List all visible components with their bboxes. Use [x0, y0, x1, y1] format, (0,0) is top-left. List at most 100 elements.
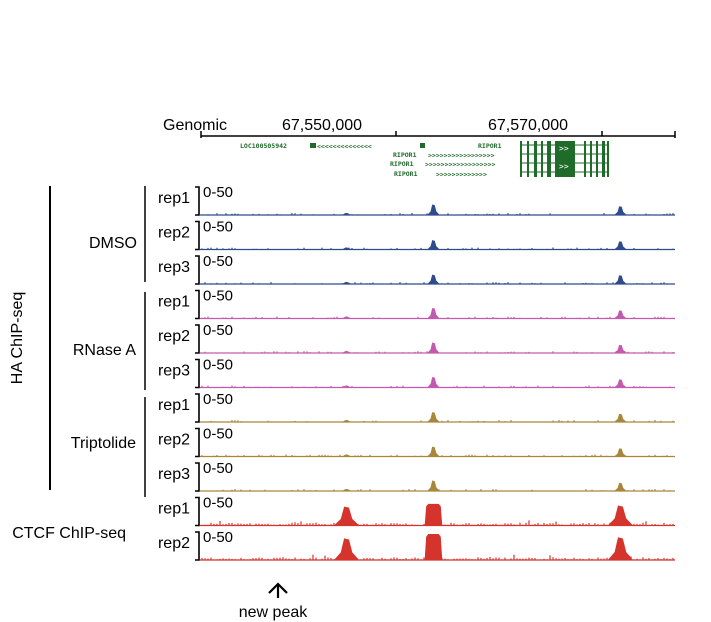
track-scale-label: 0-50	[203, 391, 233, 408]
gene-strand-arrows-ripor-4: >>>>>>>>>>>>>	[436, 171, 487, 179]
track-peak-1	[424, 503, 443, 526]
track-rep-label: rep3	[158, 259, 190, 276]
treatment-label-dmso: DMSO	[89, 235, 137, 252]
genomic-axis: Genomic 67,550,000 67,570,000	[163, 117, 676, 138]
gene-label-loc: LOC100505942	[240, 142, 287, 150]
gene-strand-arrows-ripor-3: >>>>>>>>>>>>>>>>>>	[425, 161, 496, 169]
new-peak-label: new peak	[239, 604, 308, 621]
track-peak-0	[340, 489, 353, 492]
track-peak-0	[340, 420, 353, 423]
track-peak-2	[607, 505, 634, 526]
track-peak-2	[607, 537, 634, 561]
track-peak-2	[613, 241, 627, 250]
track-scale-bracket	[195, 358, 200, 389]
track-scale-label: 0-50	[203, 219, 233, 236]
track-scale-bracket	[195, 393, 200, 423]
track-scale-label: 0-50	[203, 357, 233, 374]
track-rep-label: rep1	[158, 397, 190, 414]
track-peak-2	[613, 206, 627, 216]
track-peak-0	[340, 385, 353, 388]
gene-exon-ripor-a	[520, 141, 522, 177]
gene-exon-ripor-e	[547, 141, 551, 177]
gene-exon-loc-a	[310, 143, 316, 148]
track-peak-1	[424, 533, 443, 561]
track-peak-1	[427, 240, 440, 250]
track-scale-bracket	[195, 427, 200, 458]
gene-exon-ripor-j	[602, 141, 605, 177]
track-9: rep1 0-50	[158, 495, 675, 527]
track-peak-0	[333, 538, 360, 561]
treatment-label-rnase: RNase A	[73, 342, 136, 359]
gene-exon-arrows-a: >>	[559, 144, 569, 153]
gene-strand-arrows-ripor-2: >>>>>>>>>>>>>>>>>	[428, 152, 495, 160]
track-rep-label: rep2	[158, 225, 190, 242]
track-0: rep1 0-50	[158, 184, 675, 216]
track-rep-label: rep1	[158, 501, 190, 518]
track-rep-label: rep3	[158, 363, 190, 380]
track-peak-0	[340, 351, 353, 354]
track-1: rep2 0-50	[158, 219, 675, 251]
track-peak-1	[427, 204, 440, 216]
track-scale-bracket	[195, 462, 200, 492]
track-6: rep1 0-50	[158, 391, 675, 423]
track-scale-bracket	[195, 255, 200, 285]
track-peak-0	[340, 247, 353, 250]
track-peak-0	[333, 506, 360, 526]
track-scale-label: 0-50	[203, 529, 233, 546]
track-rep-label: rep1	[158, 190, 190, 207]
track-background-signal	[207, 213, 674, 215]
gene-strand-arrows-loc: <<<<<<<<<<<<<<	[317, 143, 372, 151]
track-peak-1	[427, 412, 440, 423]
gene-exon-ripor-h	[590, 141, 592, 177]
gene-label-ripor-3: RIPOR1	[390, 160, 414, 168]
track-peak-0	[340, 454, 353, 457]
track-rep-label: rep2	[158, 328, 190, 345]
gene-label-ripor-1: RIPOR1	[478, 142, 502, 150]
track-scale-label: 0-50	[203, 460, 233, 477]
ha-group-label: HA ChIP-seq	[9, 292, 26, 384]
track-rep-label: rep2	[158, 535, 190, 552]
axis-tick-label-2: 67,570,000	[488, 117, 568, 134]
track-peak-2	[613, 413, 627, 423]
track-scale-label: 0-50	[203, 322, 233, 339]
track-scale-label: 0-50	[203, 288, 233, 305]
track-scale-bracket	[195, 289, 200, 320]
axis-tick-label-1: 67,550,000	[282, 117, 362, 134]
track-peak-2	[613, 448, 627, 457]
new-peak-annotation: new peak	[239, 582, 308, 621]
track-scale-bracket	[195, 324, 200, 354]
track-rep-label: rep2	[158, 432, 190, 449]
track-rep-label: rep3	[158, 466, 190, 483]
track-peak-2	[613, 482, 627, 492]
track-scale-label: 0-50	[203, 426, 233, 443]
track-5: rep3 0-50	[158, 357, 675, 389]
track-peak-0	[340, 282, 353, 285]
track-peak-2	[613, 275, 627, 285]
track-scale-label: 0-50	[203, 184, 233, 201]
gene-exon-ripor-g	[584, 141, 586, 177]
track-4: rep2 0-50	[158, 322, 675, 354]
new-peak-arrow-icon	[268, 582, 288, 594]
track-7: rep2 0-50	[158, 426, 675, 458]
gene-label-ripor-4: RIPOR1	[394, 170, 418, 178]
track-scale-bracket	[195, 186, 200, 216]
gene-exon-ripor-k	[607, 141, 609, 177]
group-labels: HA ChIP-seq DMSO RNase A Triptolide CTCF…	[9, 186, 146, 542]
track-3: rep1 0-50	[158, 288, 675, 320]
track-2: rep3 0-50	[158, 253, 675, 285]
gene-track: LOC100505942 <<<<<<<<<<<<<< RIPOR1 RIPOR…	[240, 141, 609, 179]
gene-exon-arrows-b: >>	[559, 162, 569, 171]
track-10: rep2 0-50	[158, 529, 675, 561]
track-peak-2	[613, 344, 627, 354]
signal-tracks: rep1 0-50 rep2 0-50 rep3 0-50 rep1 0-50 rep2 0-50…	[158, 184, 675, 561]
track-peak-0	[340, 213, 353, 216]
gene-exon-ripor-i	[596, 141, 598, 177]
track-scale-bracket	[195, 531, 200, 561]
gene-exon-ripor-c	[534, 141, 537, 177]
ripor-gene-models: >>>>>>>>>>>>>>>>> >>>>>>>>>>>>>>>>>> >>>…	[425, 141, 609, 179]
track-background-signal	[216, 489, 671, 491]
track-peak-0	[340, 316, 353, 319]
ctcf-group-label: CTCF ChIP-seq	[12, 525, 126, 542]
gene-label-ripor-2: RIPOR1	[393, 151, 417, 159]
